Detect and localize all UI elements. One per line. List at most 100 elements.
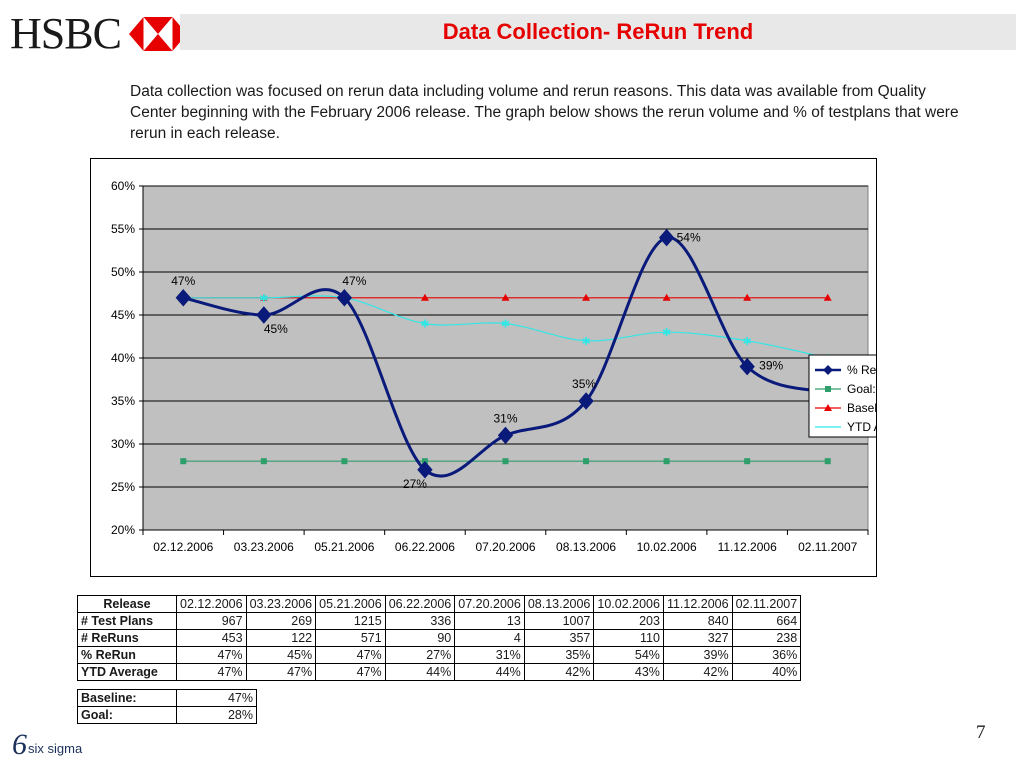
data-point-marker: ✱ — [259, 293, 268, 305]
data-point-marker — [582, 293, 591, 301]
y-tick-label: 25% — [111, 480, 135, 494]
y-tick-label: 45% — [111, 308, 135, 322]
data-label: 47% — [171, 274, 195, 288]
table-cell: 840 — [662, 612, 733, 630]
data-point-marker — [743, 293, 752, 301]
table-cell: 47% — [245, 663, 317, 681]
intro-paragraph: Data collection was focused on rerun dat… — [130, 83, 959, 142]
release-data-table: Release 02.12.2006 03.23.2006 05.21.2006 06.… — [77, 595, 802, 681]
legend-marker — [824, 404, 832, 411]
table-cell: 54% — [593, 646, 664, 664]
table-row-label: % ReRun — [77, 646, 177, 664]
baseline-value: 28% — [176, 706, 257, 724]
table-cell: 122 — [245, 629, 317, 647]
y-tick-label: 50% — [111, 265, 135, 279]
six-sigma-text: six sigma — [28, 740, 83, 756]
table-cell: 31% — [454, 646, 525, 664]
chart-legend: % ReRun Goal: Baseline: YTD Average — [808, 354, 876, 438]
table-row: # ReRuns 453 122 571 90 4 357 110 327 238 — [77, 629, 802, 647]
table-header-cell: 02.11.2007 — [731, 595, 802, 613]
y-tick-label: 55% — [111, 222, 135, 236]
x-tick-label: 03.23.2006 — [234, 540, 294, 554]
table-cell: 967 — [176, 612, 247, 630]
page-number: 7 — [976, 722, 986, 743]
legend-label: Goal: — [847, 382, 876, 396]
table-cell: 39% — [662, 646, 733, 664]
table-cell: 36% — [731, 646, 802, 664]
table-cell: 47% — [176, 646, 247, 664]
table-cell: 571 — [315, 629, 386, 647]
table-cell: 453 — [176, 629, 247, 647]
table-header-row: Release 02.12.2006 03.23.2006 05.21.2006 06.… — [77, 595, 802, 613]
table-header-cell: 11.12.2006 — [662, 595, 733, 613]
data-point-marker — [583, 458, 590, 465]
baseline-label: Baseline: — [77, 689, 177, 707]
table-cell: 90 — [384, 629, 456, 647]
table-cell: 4 — [454, 629, 525, 647]
data-point-marker — [341, 458, 348, 465]
data-point-marker: ✱ — [501, 319, 510, 331]
table-row: # Test Plans 967 269 1215 336 13 1007 203 840 664 — [77, 612, 802, 630]
data-point-marker — [417, 461, 433, 479]
table-cell: 203 — [593, 612, 664, 630]
table-cell: 1215 — [315, 612, 386, 630]
data-label: 45% — [264, 322, 288, 336]
data-point-marker — [497, 426, 514, 445]
data-label: 35% — [572, 377, 596, 391]
data-point-marker — [256, 306, 272, 324]
table-cell: 35% — [523, 646, 595, 664]
data-point-marker — [502, 458, 509, 465]
table-header-cell: 05.21.2006 — [315, 595, 386, 613]
table-cell: 327 — [662, 629, 733, 647]
data-point-marker — [739, 357, 755, 376]
x-tick-label: 05.21.2006 — [314, 540, 374, 554]
data-point-marker — [658, 228, 675, 247]
y-tick-label: 30% — [111, 437, 135, 451]
table-cell: 44% — [454, 663, 525, 681]
data-point-marker: ✱ — [743, 336, 752, 348]
baseline-label: Goal: — [77, 706, 177, 724]
data-label: 47% — [342, 274, 366, 288]
data-point-marker — [744, 458, 751, 465]
chart-frame: 20% 25% 30% 35% 40% 45% 50% 55% 60% 02.12.2006 03.… — [90, 158, 877, 577]
data-point-marker — [578, 392, 594, 410]
title-bar: Data Collection- ReRun Trend — [180, 14, 1016, 50]
data-point-marker — [175, 289, 191, 307]
baseline-goal-table: Baseline: 47% Goal: 28% — [77, 689, 257, 724]
baseline-row: Goal: 28% — [77, 706, 257, 724]
y-tick-label: 35% — [111, 394, 135, 408]
page-title: Data Collection- ReRun Trend — [442, 19, 754, 44]
table-cell: 27% — [384, 646, 456, 664]
table-header-cell: 10.02.2006 — [593, 595, 664, 613]
table-row-label: # Test Plans — [77, 612, 177, 630]
baseline-row: Baseline: 47% — [77, 689, 257, 707]
table-cell: 110 — [593, 629, 664, 647]
table-cell: 47% — [176, 663, 247, 681]
table-row-label: # ReRuns — [77, 629, 177, 647]
data-point-marker — [420, 293, 429, 301]
data-point-marker: ✱ — [581, 336, 590, 348]
legend-box — [808, 354, 876, 438]
hsbc-logo: HSBC — [10, 12, 187, 56]
x-tick-label: 11.12.2006 — [718, 540, 777, 554]
table-header-cell: 02.12.2006 — [176, 595, 247, 613]
table-cell: 269 — [245, 612, 317, 630]
six-sigma-logo: 6 six sigma — [12, 730, 82, 760]
table-cell: 42% — [662, 663, 733, 681]
data-point-marker — [824, 458, 831, 465]
data-point-marker — [336, 289, 353, 307]
data-point-marker — [663, 458, 670, 465]
table-row: YTD Average 47% 47% 47% 44% 44% 42% 43% 42% 40% — [77, 663, 802, 681]
table-row-label: YTD Average — [77, 663, 177, 681]
six-sigma-symbol: 6 — [12, 728, 27, 761]
data-point-marker — [260, 458, 267, 465]
table-cell: 13 — [454, 612, 525, 630]
data-label: 31% — [493, 411, 517, 425]
legend-label: YTD Average — [847, 420, 876, 434]
table-cell: 45% — [245, 646, 317, 664]
data-point-marker: ✱ — [420, 319, 429, 331]
y-tick-label: 40% — [111, 351, 135, 365]
series-line-ytd-average — [183, 295, 828, 359]
baseline-value: 47% — [176, 689, 257, 707]
y-tick-label: 20% — [111, 523, 135, 537]
